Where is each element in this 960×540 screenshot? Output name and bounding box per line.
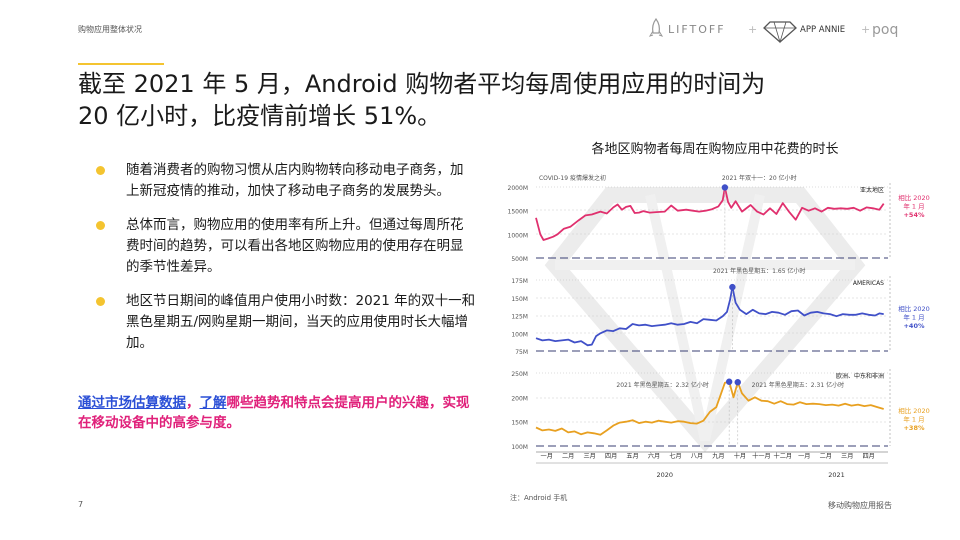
change-label: 年 1 月 <box>903 202 924 211</box>
change-label: 相比 2020 <box>898 304 930 313</box>
y-tick-label: 75M <box>515 349 528 356</box>
bullet-text: 地区节日期间的峰值用户使用小时数：2021 年的双十一和黑色星期五/网购星期一期… <box>126 293 476 351</box>
chart-annotation: 2021 年双十一：20 亿小时 <box>722 174 797 182</box>
series-line-1 <box>535 286 884 347</box>
x-tick-label: 十月 <box>734 452 746 460</box>
report-footer: 移动购物应用报告 <box>828 501 892 510</box>
y-tick-label: 500M <box>511 256 528 263</box>
region-label: 亚太地区 <box>860 186 884 194</box>
x-year-label: 2020 <box>657 471 674 479</box>
bullet-text: 总体而言，购物应用的使用率有所上升。但通过每周所花费时间的趋势，可以看出各地区购… <box>126 217 464 275</box>
watermark-diamond-icon <box>544 187 866 453</box>
bullet-item: 随着消费者的购物习惯从店内购物转向移动电子商务，加上新冠疫情的推动，加快了移动电… <box>96 160 476 202</box>
x-tick-label: 二月 <box>820 453 832 460</box>
y-tick-label: 100M <box>511 444 528 451</box>
chart-annotation: 2021 年黑色星期五：2.31 亿小时 <box>752 381 844 389</box>
bullet-text: 随着消费者的购物习惯从店内购物转向移动电子商务，加上新冠疫情的推动，加快了移动电… <box>126 162 464 199</box>
x-tick-label: 三月 <box>841 453 853 460</box>
series-line-2 <box>535 380 884 436</box>
region-label: 欧洲、中东和非洲 <box>836 372 884 380</box>
y-tick-label: 2000M <box>508 185 528 192</box>
diamond-icon <box>763 21 797 44</box>
footnote: 注：Android 手机 <box>510 494 568 502</box>
x-tick-label: 六月 <box>648 452 660 460</box>
x-tick-label: 四月 <box>605 453 617 460</box>
bullet-list: 随着消费者的购物习惯从店内购物转向移动电子商务，加上新冠疫情的推动，加快了移动电… <box>96 160 476 367</box>
x-tick-label: 十二月 <box>774 452 793 460</box>
liftoff-logo: LIFTOFF <box>668 23 726 36</box>
change-label: +38% <box>903 424 924 432</box>
poq-logo: poq <box>872 22 898 38</box>
y-tick-label: 175M <box>511 278 528 285</box>
x-tick-label: 一月 <box>798 453 810 460</box>
page-title: 截至 2021 年 5 月，Android 购物者平均每周使用应用的时间为 20… <box>78 68 838 132</box>
bullet-item: 总体而言，购物应用的使用率有所上升。但通过每周所花费时间的趋势，可以看出各地区购… <box>96 215 476 278</box>
learn-link[interactable]: 了解 <box>199 395 227 411</box>
page-number: 7 <box>78 500 84 509</box>
x-tick-label: 七月 <box>669 452 681 460</box>
y-tick-label: 100M <box>511 331 528 338</box>
change-label: 相比 2020 <box>898 406 930 415</box>
peak-marker <box>734 379 741 386</box>
partner-logos: LIFTOFF + APP ANNIE + poq <box>648 17 898 44</box>
y-tick-label: 200M <box>511 395 528 402</box>
y-tick-label: 150M <box>511 420 528 427</box>
callout-rest: 哪些趋势和特点会提高用户的兴趣，实现在移动设备中的高参与度。 <box>78 395 470 431</box>
chart-annotation: 2021 年黑色星期五：1.65 亿小时 <box>713 267 805 275</box>
change-label: 年 1 月 <box>903 415 924 424</box>
peak-marker <box>729 283 736 291</box>
change-label: +40% <box>903 322 924 330</box>
y-tick-label: 250M <box>511 371 528 378</box>
x-tick-label: 一月 <box>541 453 553 460</box>
watermark-diamond-facets-icon <box>555 193 855 442</box>
x-tick-label: 十一月 <box>752 452 771 460</box>
plus-sign-2: + <box>861 23 870 36</box>
accent-rule <box>78 63 164 65</box>
appannie-logo: APP ANNIE <box>800 25 845 35</box>
x-year-label: 2021 <box>828 471 845 479</box>
change-label: +54% <box>903 211 924 219</box>
series-line-0 <box>535 186 885 241</box>
bullet-item: 地区节日期间的峰值用户使用小时数：2021 年的双十一和黑色星期五/网购星期一期… <box>96 291 476 354</box>
title-line-1: 截至 2021 年 5 月，Android 购物者平均每周使用应用的时间为 <box>78 70 766 98</box>
x-tick-label: 五月 <box>626 453 638 460</box>
chart-title: 各地区购物者每周在购物应用中花费的时长 <box>591 142 839 157</box>
x-tick-label: 二月 <box>562 453 574 460</box>
region-label: AMERICAS <box>853 280 884 287</box>
rocket-icon <box>648 17 664 37</box>
bullet-dot-icon <box>96 166 105 175</box>
x-tick-label: 四月 <box>862 453 874 460</box>
x-tick-label: 八月 <box>691 453 703 460</box>
y-tick-label: 125M <box>511 314 528 321</box>
chart-annotation: 2021 年黑色星期五：2.32 亿小时 <box>616 381 708 389</box>
x-tick-label: 三月 <box>583 453 595 460</box>
chart-annotation: COVID-19 疫情爆发之初 <box>539 174 606 182</box>
change-label: 年 1 月 <box>903 313 924 322</box>
change-label: 相比 2020 <box>898 193 930 202</box>
y-tick-label: 150M <box>511 296 528 303</box>
callout-sep: ， <box>186 395 200 411</box>
title-line-2: 20 亿小时，比疫情前增长 51%。 <box>78 102 442 130</box>
market-estimate-link[interactable]: 通过市场估算数据 <box>78 395 186 411</box>
x-tick-label: 九月 <box>712 452 724 460</box>
bullet-dot-icon <box>96 221 105 230</box>
y-tick-label: 1500M <box>508 209 528 216</box>
peak-marker <box>721 184 729 191</box>
peak-marker <box>725 378 733 385</box>
plus-sign: + <box>748 23 757 36</box>
breadcrumb: 购物应用整体状况 <box>78 25 142 34</box>
callout-text: 通过市场估算数据，了解哪些趋势和特点会提高用户的兴趣，实现在移动设备中的高参与度… <box>78 393 478 433</box>
y-tick-label: 1000M <box>508 232 528 239</box>
bullet-dot-icon <box>96 297 105 306</box>
